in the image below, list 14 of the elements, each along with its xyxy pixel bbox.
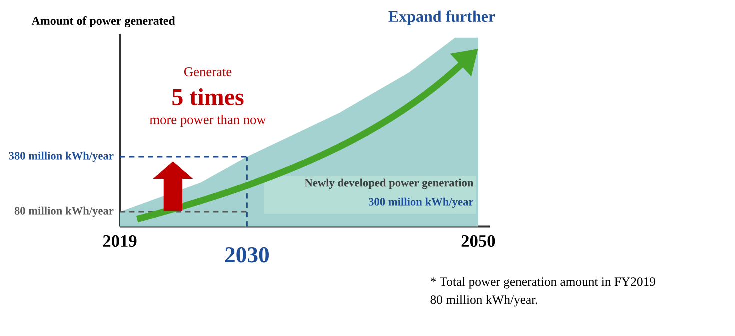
chart-title: Expand further xyxy=(388,10,496,26)
text: 80 million kWh/year. xyxy=(430,295,538,307)
ref-line-label: 2030 xyxy=(225,247,269,263)
x-tick-label: 2050 xyxy=(462,235,496,248)
annotation: 300 million kWh/year xyxy=(369,198,474,208)
text: * Total power generation amount in FY2019 xyxy=(430,277,656,289)
annotation: 5 times xyxy=(172,88,244,106)
x-tick-label: 2019 xyxy=(103,235,137,248)
y-axis-title: Amount of power generated xyxy=(32,16,176,28)
annotation: Newly developed power generation xyxy=(304,178,474,190)
annotation: Generate xyxy=(184,68,232,76)
annotation: more power than now xyxy=(150,114,266,128)
y-tick-label: 80 million kWh/year xyxy=(14,206,114,218)
y-tick-label: 380 million kWh/year xyxy=(9,152,114,162)
